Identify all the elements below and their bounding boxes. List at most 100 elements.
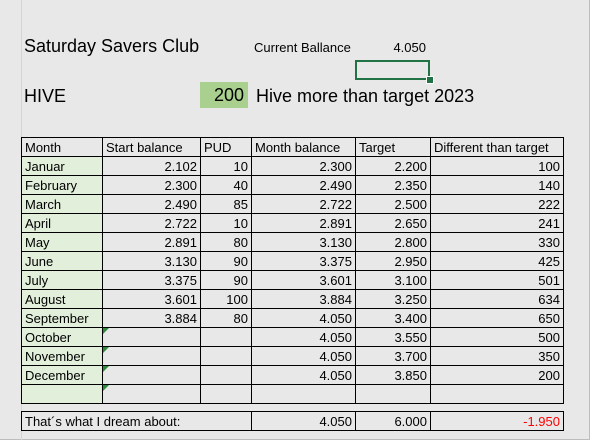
cell-target[interactable]: 3.550: [355, 327, 431, 347]
cell-start-balance[interactable]: 2.722: [102, 213, 201, 233]
cell-month-balance[interactable]: 2.490: [251, 175, 356, 195]
cell-pud[interactable]: [200, 365, 252, 385]
header-target[interactable]: Target: [355, 137, 431, 157]
cell-month-balance[interactable]: 2.891: [251, 213, 356, 233]
cell-month[interactable]: July: [21, 270, 103, 290]
cell-month-balance[interactable]: 2.300: [251, 156, 356, 176]
cell-target[interactable]: 3.250: [355, 289, 431, 309]
cell-month-balance[interactable]: 4.050: [251, 346, 356, 366]
cell-month-balance[interactable]: 3.130: [251, 232, 356, 252]
cell-pud[interactable]: [200, 384, 252, 404]
cell-pud[interactable]: 85: [200, 194, 252, 214]
cell-start-balance[interactable]: 3.130: [102, 251, 201, 271]
cell-difference[interactable]: 425: [430, 251, 564, 271]
cell-difference[interactable]: 200: [430, 365, 564, 385]
hive-label[interactable]: HIVE: [24, 86, 67, 106]
cell-pud[interactable]: [200, 346, 252, 366]
cell-month-balance[interactable]: 4.050: [251, 327, 356, 347]
cell-month-balance[interactable]: 3.375: [251, 251, 356, 271]
cell-start-balance[interactable]: 2.102: [102, 156, 201, 176]
cell-difference[interactable]: 634: [430, 289, 564, 309]
cell-month-balance[interactable]: [251, 384, 356, 404]
cell-target[interactable]: 2.950: [355, 251, 431, 271]
header-month-balance[interactable]: Month balance: [251, 137, 356, 157]
cell-pud[interactable]: 90: [200, 270, 252, 290]
cell-start-balance[interactable]: 3.601: [102, 289, 201, 309]
cell-start-balance[interactable]: [102, 384, 201, 404]
cell-month-balance[interactable]: 2.722: [251, 194, 356, 214]
cell-month-balance[interactable]: 4.050: [251, 365, 356, 385]
header-month[interactable]: Month: [21, 137, 103, 157]
cell-target[interactable]: 3.100: [355, 270, 431, 290]
header-pud[interactable]: PUD: [200, 137, 252, 157]
cell-month[interactable]: April: [21, 213, 103, 233]
cell-difference[interactable]: 500: [430, 327, 564, 347]
cell-difference[interactable]: 501: [430, 270, 564, 290]
cell-target[interactable]: 2.800: [355, 232, 431, 252]
cell-target[interactable]: 3.400: [355, 308, 431, 328]
cell-start-balance[interactable]: 3.375: [102, 270, 201, 290]
cell-pud[interactable]: 40: [200, 175, 252, 195]
cell-difference[interactable]: 241: [430, 213, 564, 233]
cell-pud[interactable]: 100: [200, 289, 252, 309]
cell-target[interactable]: 3.850: [355, 365, 431, 385]
error-indicator-icon[interactable]: [103, 385, 109, 391]
header-different[interactable]: Different than target: [430, 137, 564, 157]
cell-start-balance[interactable]: 3.884: [102, 308, 201, 328]
cell-month[interactable]: November: [21, 346, 103, 366]
error-indicator-icon[interactable]: [103, 366, 109, 372]
cell-difference[interactable]: 350: [430, 346, 564, 366]
current-balance-label[interactable]: Current Ballance: [254, 40, 351, 55]
cell-difference[interactable]: 100: [430, 156, 564, 176]
cell-pud[interactable]: 80: [200, 232, 252, 252]
selected-cell[interactable]: [355, 60, 430, 80]
cell-target[interactable]: [355, 384, 431, 404]
hive-target-text[interactable]: Hive more than target 2023: [256, 86, 475, 106]
cell-month-balance[interactable]: 3.884: [251, 289, 356, 309]
cell-target[interactable]: 2.650: [355, 213, 431, 233]
cell-month[interactable]: September: [21, 308, 103, 328]
sheet-title[interactable]: Saturday Savers Club: [24, 36, 200, 56]
cell-month[interactable]: December: [21, 365, 103, 385]
cell-target[interactable]: 2.350: [355, 175, 431, 195]
cell-pud[interactable]: [200, 327, 252, 347]
cell-month[interactable]: October: [21, 327, 103, 347]
fill-handle[interactable]: [426, 76, 434, 84]
hive-amount-cell[interactable]: 200: [200, 82, 248, 108]
current-balance-value[interactable]: 4.050: [393, 40, 426, 55]
dream-difference[interactable]: -1.950: [430, 411, 564, 431]
error-indicator-icon[interactable]: [103, 347, 109, 353]
cell-difference[interactable]: 330: [430, 232, 564, 252]
header-start-balance[interactable]: Start balance: [102, 137, 201, 157]
dream-target[interactable]: 6.000: [355, 411, 431, 431]
cell-difference[interactable]: [430, 384, 564, 404]
cell-start-balance[interactable]: [102, 365, 201, 385]
cell-start-balance[interactable]: [102, 327, 201, 347]
cell-start-balance[interactable]: [102, 346, 201, 366]
cell-month[interactable]: February: [21, 175, 103, 195]
cell-target[interactable]: 3.700: [355, 346, 431, 366]
cell-start-balance[interactable]: 2.891: [102, 232, 201, 252]
cell-start-balance[interactable]: 2.490: [102, 194, 201, 214]
dream-label[interactable]: That´s what I dream about:: [21, 411, 252, 431]
cell-difference[interactable]: 222: [430, 194, 564, 214]
cell-month[interactable]: August: [21, 289, 103, 309]
cell-pud[interactable]: 10: [200, 213, 252, 233]
cell-month-balance[interactable]: 3.601: [251, 270, 356, 290]
cell-target[interactable]: 2.500: [355, 194, 431, 214]
cell-difference[interactable]: 650: [430, 308, 564, 328]
cell-month[interactable]: Januar: [21, 156, 103, 176]
cell-target[interactable]: 2.200: [355, 156, 431, 176]
cell-month[interactable]: May: [21, 232, 103, 252]
cell-pud[interactable]: 10: [200, 156, 252, 176]
cell-pud[interactable]: 90: [200, 251, 252, 271]
cell-month[interactable]: March: [21, 194, 103, 214]
cell-month[interactable]: [21, 384, 103, 404]
cell-difference[interactable]: 140: [430, 175, 564, 195]
cell-month[interactable]: June: [21, 251, 103, 271]
cell-start-balance[interactable]: 2.300: [102, 175, 201, 195]
cell-pud[interactable]: 80: [200, 308, 252, 328]
dream-month-balance[interactable]: 4.050: [251, 411, 356, 431]
cell-month-balance[interactable]: 4.050: [251, 308, 356, 328]
error-indicator-icon[interactable]: [103, 328, 109, 334]
